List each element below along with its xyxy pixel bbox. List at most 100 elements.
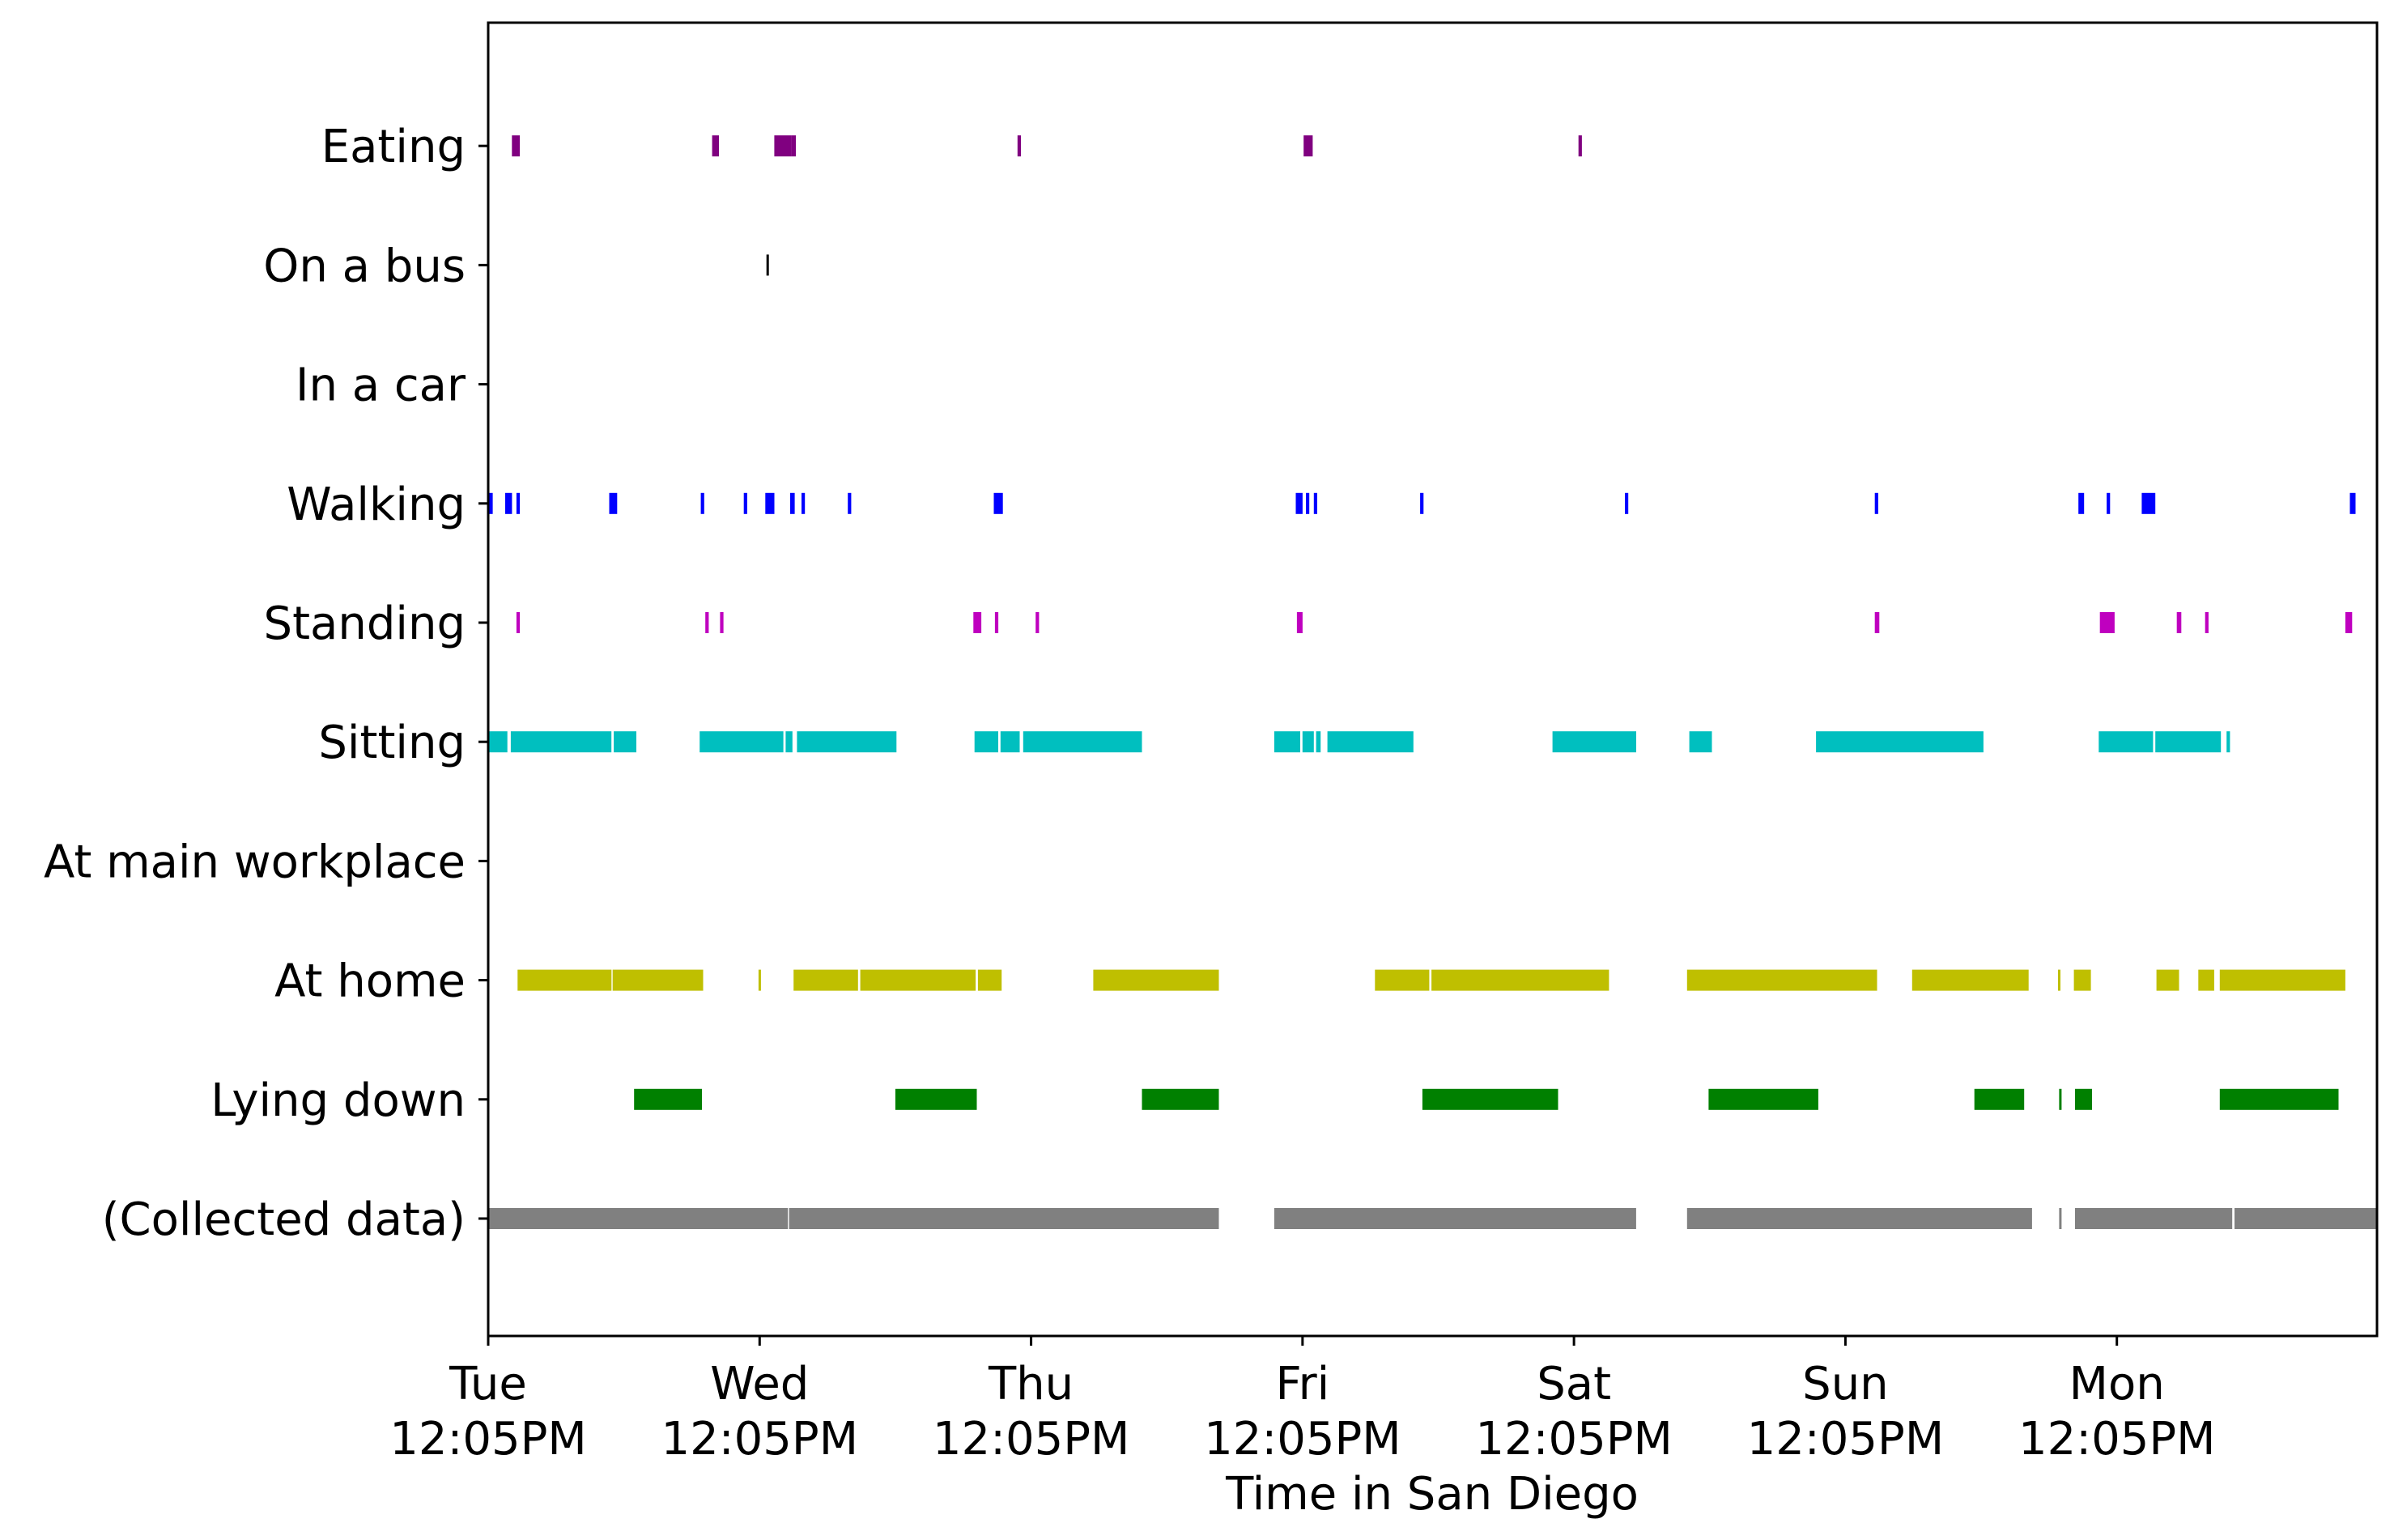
y-tick-label: Lying down	[210, 1074, 466, 1127]
interval-bar	[1431, 969, 1609, 991]
interval-bar	[2059, 1208, 2062, 1229]
y-axis: (Collected data) Lying down At home At main…	[44, 121, 488, 1246]
interval-bar	[1552, 731, 1636, 753]
y-tick-label: On a bus	[263, 240, 466, 292]
y-tick-label: Walking	[287, 479, 466, 531]
interval-bar	[1689, 731, 1712, 753]
interval-bar	[1306, 492, 1310, 514]
interval-bar	[797, 731, 897, 753]
interval-bar	[1313, 492, 1317, 514]
interval-bar	[743, 492, 747, 514]
interval-bar	[1093, 969, 1219, 991]
x-tick-label-day: Tue	[449, 1358, 527, 1410]
interval-bar	[1420, 492, 1424, 514]
interval-bar	[1302, 731, 1314, 753]
interval-bar	[860, 969, 976, 991]
interval-bar	[774, 135, 792, 157]
interval-bar	[2058, 969, 2060, 991]
bars-layer	[488, 135, 2377, 1229]
x-tick-label-day: Mon	[2069, 1358, 2165, 1410]
interval-bar	[1375, 969, 1430, 991]
interval-bar	[699, 731, 784, 753]
interval-bar	[2156, 969, 2179, 991]
interval-bar	[1911, 969, 2029, 991]
x-tick-label-time: 12:05PM	[1204, 1413, 1401, 1466]
interval-bar	[993, 492, 1003, 514]
y-tick-label: (Collected data)	[102, 1193, 466, 1246]
interval-bar	[516, 612, 521, 633]
interval-bar	[1295, 492, 1303, 514]
interval-bar	[488, 731, 508, 753]
interval-bar	[895, 1088, 977, 1110]
interval-bar	[1017, 135, 1021, 157]
interval-bar	[712, 135, 719, 157]
interval-bar	[1296, 612, 1303, 633]
interval-bar	[1000, 731, 1020, 753]
y-tick-label: Sitting	[318, 717, 466, 769]
interval-bar	[1274, 731, 1300, 753]
interval-bar	[1874, 492, 1878, 514]
y-tick-label: At main workplace	[44, 836, 466, 888]
interval-bar	[1686, 969, 1877, 991]
x-tick-label-day: Thu	[988, 1358, 1074, 1410]
x-tick-label-day: Sun	[1802, 1358, 1889, 1410]
x-tick-label-day: Sat	[1537, 1358, 1611, 1410]
interval-bar	[1816, 731, 1984, 753]
interval-bar	[612, 969, 704, 991]
interval-bar	[848, 492, 852, 514]
interval-bar	[516, 492, 521, 514]
y-tick-label: In a car	[296, 359, 466, 412]
interval-bar	[2345, 612, 2353, 633]
interval-bar	[1316, 731, 1321, 753]
interval-bar	[1422, 1088, 1558, 1110]
interval-bar	[1303, 135, 1313, 157]
interval-bar	[765, 492, 775, 514]
interval-bar	[720, 612, 724, 633]
interval-bar	[2073, 969, 2091, 991]
x-tick-label-time: 12:05PM	[661, 1413, 858, 1466]
interval-bar	[1142, 1088, 1219, 1110]
interval-bar	[2219, 1088, 2339, 1110]
interval-bar	[1274, 1208, 1636, 1229]
interval-bar	[2176, 612, 2182, 633]
x-tick-label-time: 12:05PM	[389, 1413, 586, 1466]
interval-bar	[705, 612, 709, 633]
interval-bar	[2226, 731, 2230, 753]
interval-bar	[505, 492, 512, 514]
interval-bar	[758, 969, 761, 991]
interval-bar	[789, 1208, 1219, 1229]
interval-bar	[973, 612, 982, 633]
interval-bar	[2219, 969, 2345, 991]
interval-bar	[766, 254, 769, 276]
interval-bar	[785, 731, 793, 753]
interval-bar	[517, 969, 612, 991]
interval-bar	[791, 135, 796, 157]
interval-bar	[1327, 731, 1414, 753]
x-axis: Tue12:05PMWed12:05PMThu12:05PMFri12:05PM…	[389, 1336, 2215, 1466]
interval-bar	[2155, 731, 2222, 753]
x-tick-label-day: Wed	[710, 1358, 809, 1410]
x-tick-label-time: 12:05PM	[933, 1413, 1129, 1466]
interval-bar	[1625, 492, 1629, 514]
interval-bar	[2205, 612, 2209, 633]
interval-bar	[1035, 612, 1040, 633]
interval-bar	[2141, 492, 2156, 514]
x-tick-label-time: 12:05PM	[2018, 1413, 2215, 1466]
interval-bar	[2107, 492, 2111, 514]
interval-bar	[2075, 1208, 2233, 1229]
interval-bar	[2059, 1088, 2062, 1110]
interval-bar	[2349, 492, 2356, 514]
interval-bar	[974, 731, 998, 753]
interval-bar	[1023, 731, 1142, 753]
y-tick-label: Standing	[264, 598, 466, 650]
interval-bar	[2098, 731, 2154, 753]
x-tick-label-time: 12:05PM	[1475, 1413, 1672, 1466]
x-tick-label-time: 12:05PM	[1747, 1413, 1944, 1466]
interval-bar	[802, 492, 806, 514]
interval-bar	[790, 492, 795, 514]
interval-bar	[609, 492, 618, 514]
y-tick-label: At home	[274, 955, 466, 1008]
interval-bar	[977, 969, 1002, 991]
interval-bar	[510, 731, 612, 753]
